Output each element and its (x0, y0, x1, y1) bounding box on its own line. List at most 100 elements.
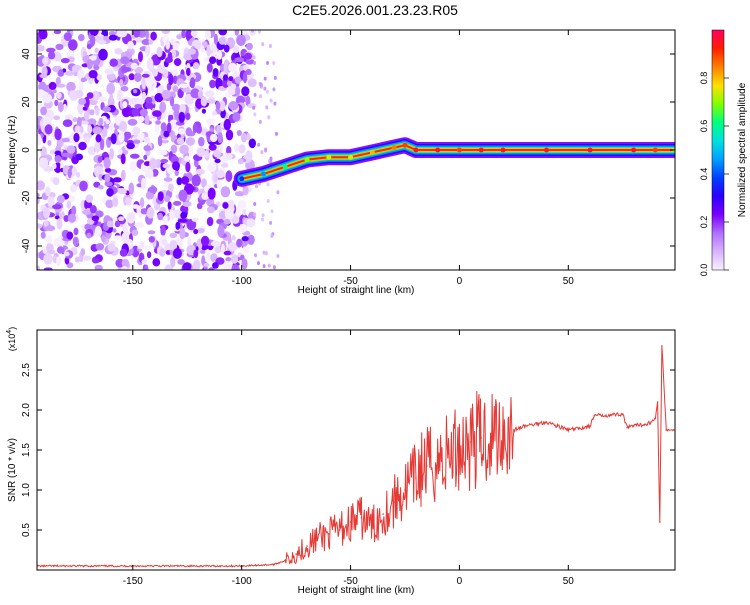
noise-cell (118, 149, 123, 154)
noise-cell (200, 45, 205, 53)
noise-cell (152, 169, 159, 177)
ridge-point (631, 147, 637, 153)
noise-cell (130, 153, 140, 159)
noise-cell (189, 77, 196, 89)
x-tick-label: -100 (232, 576, 252, 587)
noise-cell (267, 115, 271, 120)
noise-cell (79, 180, 88, 192)
noise-cell (168, 73, 174, 86)
noise-cell (268, 44, 272, 48)
noise-cell (223, 261, 232, 270)
noise-cell (38, 157, 49, 169)
noise-cell (104, 173, 111, 183)
noise-cell (71, 166, 78, 176)
noise-cell (141, 91, 147, 100)
noise-cell (209, 133, 218, 143)
noise-cell (197, 227, 205, 234)
noise-cell (222, 202, 229, 209)
snr-point (360, 517, 363, 519)
noise-cell (47, 196, 55, 208)
x-tick-label: -150 (123, 276, 143, 287)
noise-cell (137, 244, 145, 250)
noise-cell (66, 145, 76, 154)
noise-cell (231, 235, 236, 241)
noise-cell (106, 220, 114, 228)
noise-cell (48, 51, 56, 60)
noise-cell (272, 61, 276, 65)
noise-cell (178, 189, 188, 202)
noise-cell (94, 264, 103, 270)
snr-panel: -150 -100 -50 0 50 0.5 1.0 1.5 2.0 2.5 Height of… (6, 327, 676, 596)
noise-cell (259, 94, 262, 99)
noise-cell (193, 62, 200, 70)
noise-cell (176, 137, 185, 145)
snr-point (626, 426, 628, 429)
noise-cell (182, 201, 192, 207)
noise-cell (53, 30, 62, 35)
y-tick-label: 0.5 (21, 523, 32, 537)
noise-cell (253, 112, 257, 117)
noise-cell (95, 210, 104, 218)
snr-point (665, 429, 668, 431)
noise-cell (276, 190, 280, 195)
noise-cell (126, 212, 136, 224)
noise-cell (241, 86, 250, 97)
noise-cell (257, 30, 261, 34)
ridge-point (456, 147, 462, 153)
noise-cell (270, 234, 274, 238)
ridge-point (652, 147, 658, 153)
noise-cell (185, 137, 195, 146)
noise-cell (188, 144, 194, 157)
noise-cell (161, 239, 168, 245)
noise-cell (166, 122, 172, 134)
noise-cell (169, 239, 178, 251)
noise-cell (270, 209, 274, 214)
noise-cell (95, 134, 102, 143)
noise-cell (236, 238, 243, 248)
noise-cell (66, 200, 72, 209)
x-tick-label: 50 (563, 276, 575, 287)
noise-cell (272, 265, 276, 270)
noise-cell (43, 267, 53, 270)
noise-cell (143, 154, 148, 160)
noise-cell (276, 254, 280, 258)
spectrogram-panel: -150 -100 -50 0 50 -40 -20 0 20 40 Height of str… (7, 29, 676, 296)
noise-cell (269, 98, 273, 103)
noise-cell (186, 219, 197, 231)
noise-cell (98, 185, 104, 190)
noise-cell (242, 71, 248, 84)
ridge-point (261, 171, 266, 177)
noise-cell (84, 136, 90, 144)
noise-cell (152, 258, 161, 267)
noise-cell (257, 261, 260, 266)
noise-cell (149, 186, 158, 194)
noise-cell (185, 161, 191, 173)
noise-cell (98, 48, 108, 61)
noise-cell (161, 139, 169, 144)
noise-cell (182, 87, 191, 93)
colorbar-gradient (712, 30, 724, 270)
noise-cell (122, 223, 128, 234)
noise-cell (95, 107, 100, 116)
ridge-point (282, 164, 288, 170)
noise-cell (37, 45, 45, 52)
noise-cell (223, 250, 232, 256)
noise-cell (217, 225, 225, 238)
noise-cell (42, 93, 53, 104)
noise-cell (161, 30, 170, 35)
snr-ylabel: SNR (10 * v/v) (7, 438, 18, 502)
noise-cell (157, 212, 164, 221)
noise-cell (53, 115, 61, 121)
noise-cell (223, 74, 228, 81)
noise-cell (266, 199, 270, 203)
snr-point (661, 345, 663, 347)
noise-cell (262, 250, 266, 255)
noise-cell (57, 235, 65, 246)
noise-cell (144, 168, 154, 179)
noise-cell (182, 262, 192, 270)
noise-cell (212, 68, 219, 77)
noise-cell (248, 138, 256, 149)
noise-cell (181, 30, 187, 39)
noise-cell (141, 259, 148, 264)
